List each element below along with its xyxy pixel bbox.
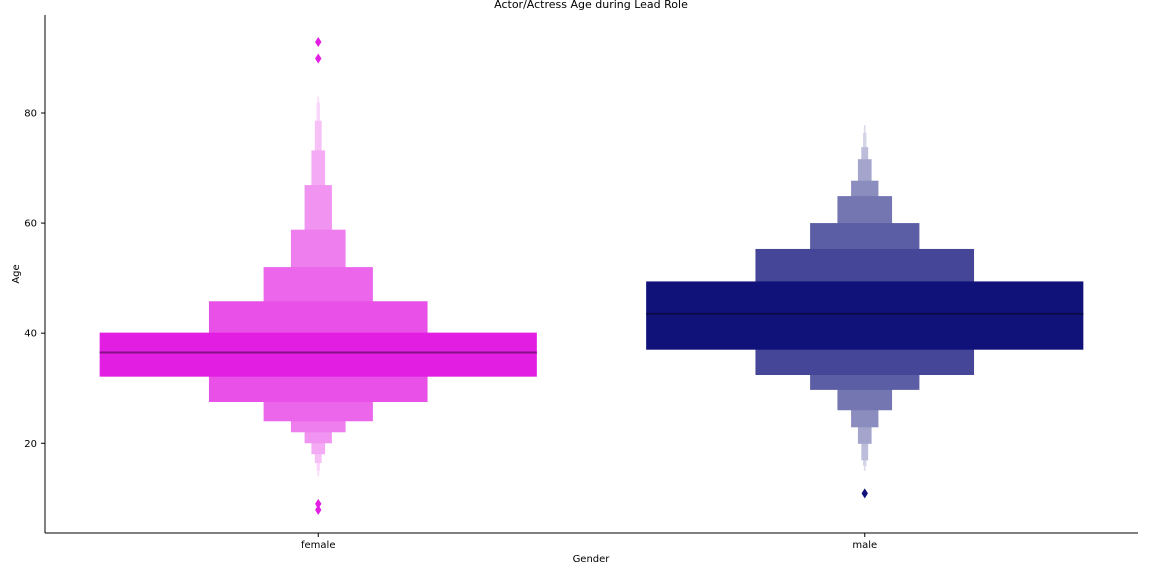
y-axis-label: Age [11, 264, 22, 283]
boxen-level-box [99, 332, 537, 377]
outlier-point [315, 36, 322, 47]
x-tick-label: male [852, 540, 877, 551]
y-axis-ticks: 20 40 60 80 [24, 108, 45, 450]
boxen-female [99, 36, 537, 515]
outlier-point [315, 498, 322, 509]
outlier-point [315, 504, 322, 515]
x-axis-label: Gender [573, 554, 611, 565]
boxen-level-box [646, 281, 1084, 350]
y-tick-label: 40 [24, 329, 37, 340]
boxen-male [646, 125, 1084, 499]
outlier-point [315, 53, 322, 64]
outlier-point [861, 488, 868, 499]
y-tick-label: 60 [24, 219, 37, 230]
chart-title: Actor/Actress Age during Lead Role [494, 0, 688, 11]
y-tick-label: 20 [24, 439, 37, 450]
y-tick-label: 80 [24, 108, 37, 119]
plot-area [99, 36, 1084, 515]
x-tick-label: female [301, 540, 335, 551]
x-axis-ticks: female male [301, 533, 877, 551]
